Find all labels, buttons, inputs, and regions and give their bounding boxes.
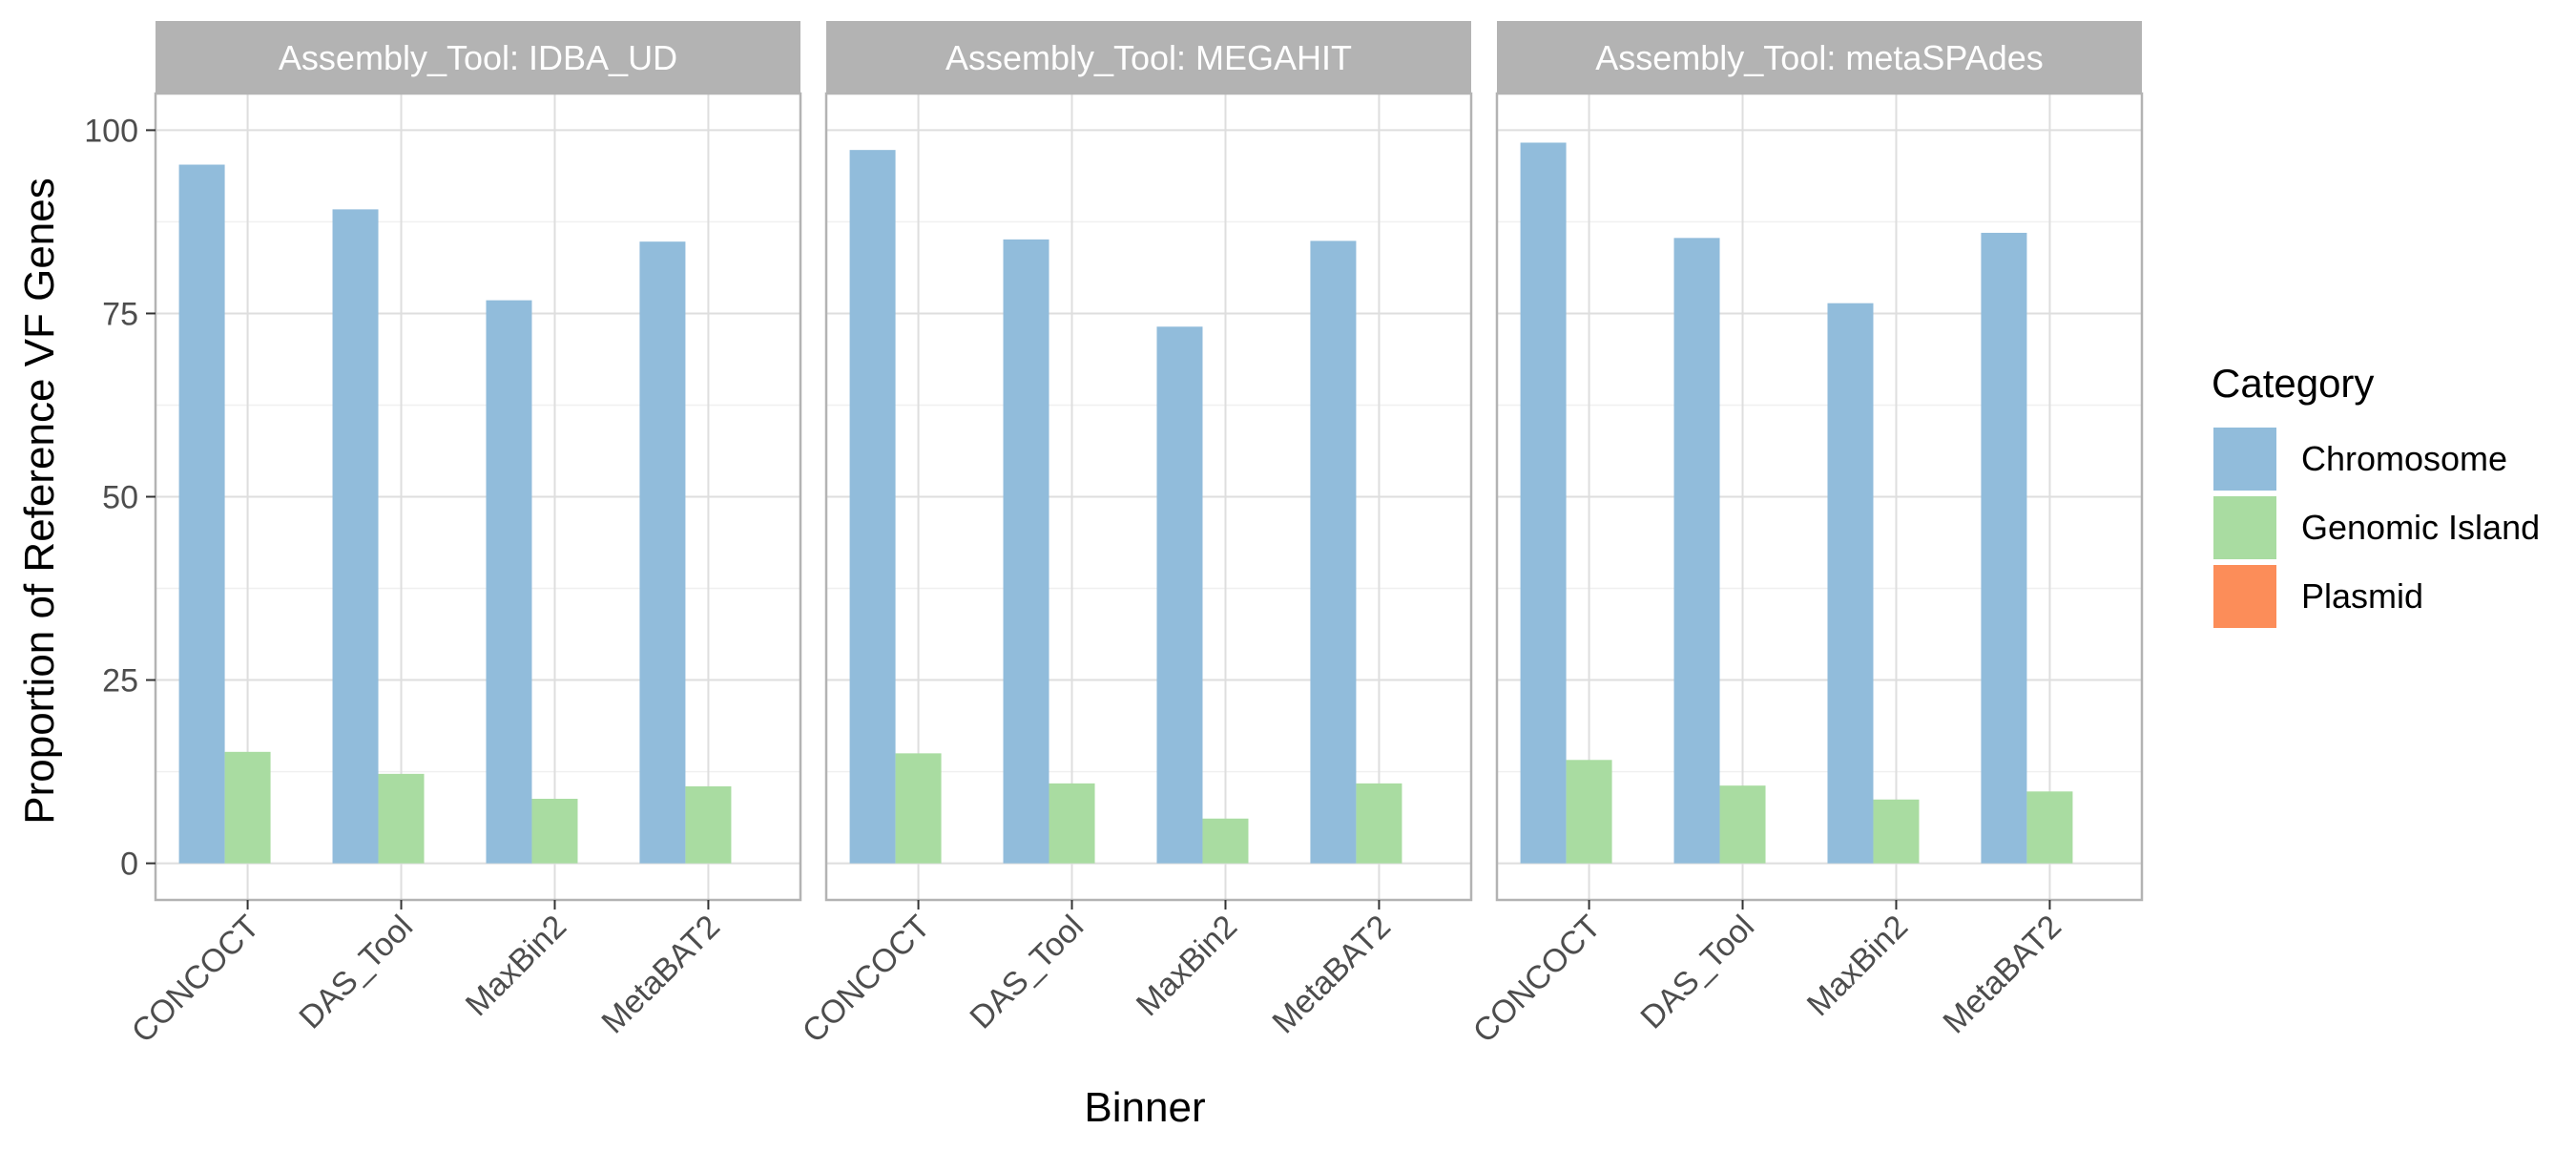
bar-genomic-island-das_tool xyxy=(1719,785,1766,864)
legend-key-plasmid xyxy=(2213,565,2276,628)
bar-chromosome-das_tool xyxy=(332,209,379,864)
facet-strip-label: Assembly_Tool: MEGAHIT xyxy=(945,38,1352,77)
bar-chromosome-maxbin2 xyxy=(1827,303,1874,864)
bar-genomic-island-das_tool xyxy=(1049,783,1095,864)
bar-genomic-island-concoct xyxy=(895,753,942,864)
facet-strip xyxy=(826,21,1471,94)
bar-genomic-island-maxbin2 xyxy=(1873,799,1920,864)
bar-chromosome-metabat2 xyxy=(1310,240,1357,864)
legend-label: Plasmid xyxy=(2301,576,2423,616)
facet-strip-label: Assembly_Tool: IDBA_UD xyxy=(279,38,677,77)
legend-key-chromosome xyxy=(2213,428,2276,491)
x-axis-title: Binner xyxy=(1084,1084,1205,1131)
bar-genomic-island-metabat2 xyxy=(1356,783,1402,864)
bar-genomic-island-metabat2 xyxy=(2026,791,2073,864)
y-axis-title: Proportion of Reference VF Genes xyxy=(16,178,63,824)
bar-genomic-island-das_tool xyxy=(378,773,425,864)
legend-entries: Chromosome Genomic Island Plasmid xyxy=(2213,428,2540,628)
legend-label: Chromosome xyxy=(2301,439,2507,478)
bar-genomic-island-concoct xyxy=(1566,760,1612,864)
facet-strip xyxy=(1497,21,2142,94)
legend-label: Genomic Island xyxy=(2301,508,2540,547)
bar-chromosome-maxbin2 xyxy=(486,300,532,864)
bar-chromosome-das_tool xyxy=(1003,239,1049,864)
bar-genomic-island-maxbin2 xyxy=(1202,818,1249,864)
y-tick-label: 75 xyxy=(102,296,138,332)
bar-chromosome-das_tool xyxy=(1673,238,1720,864)
panel-border xyxy=(824,92,1473,902)
bar-genomic-island-metabat2 xyxy=(685,785,732,864)
legend-key-genomic-island xyxy=(2213,496,2276,559)
bar-chromosome-concoct xyxy=(178,164,225,864)
y-tick-label: 50 xyxy=(102,480,138,516)
bar-chromosome-concoct xyxy=(1520,142,1567,864)
panel-border xyxy=(1495,92,2144,902)
y-tick-label: 0 xyxy=(120,847,138,883)
bar-genomic-island-concoct xyxy=(224,751,271,864)
facet-strip xyxy=(156,21,800,94)
bar-genomic-island-maxbin2 xyxy=(531,798,578,864)
legend: Category Chromosome Genomic Island Plasmid xyxy=(2212,361,2540,628)
bar-chromosome-maxbin2 xyxy=(1156,326,1203,864)
legend-title: Category xyxy=(2212,361,2374,406)
y-tick-label: 25 xyxy=(102,663,138,700)
bar-chromosome-metabat2 xyxy=(1981,232,2027,864)
bar-chromosome-metabat2 xyxy=(639,241,686,864)
bar-chromosome-concoct xyxy=(849,150,896,864)
facet-strip-label: Assembly_Tool: metaSPAdes xyxy=(1595,38,2044,77)
y-tick-label: 100 xyxy=(84,113,138,149)
